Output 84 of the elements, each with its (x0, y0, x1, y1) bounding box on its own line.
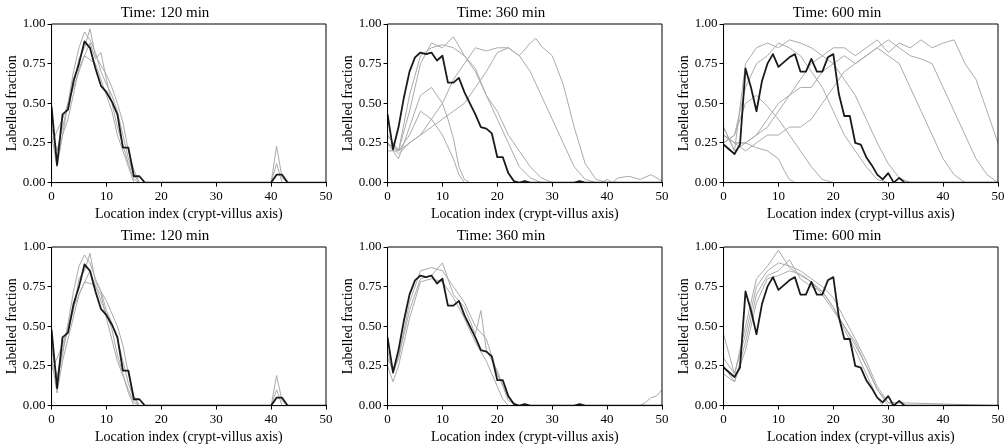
y-tick-label: 0.75 (22, 278, 46, 294)
x-tick-label: 40 (936, 187, 950, 203)
y-tick-label: 0.25 (694, 357, 718, 373)
y-tick-label: 0.00 (694, 397, 718, 413)
y-tick-label: 0.00 (22, 174, 46, 190)
x-tick-label: 50 (319, 410, 333, 426)
x-axis-title: Location index (crypt-villus axis) (430, 429, 619, 446)
y-tick-label: 0.75 (694, 278, 718, 294)
x-tick-label: 40 (936, 410, 950, 426)
x-tick-label: 30 (209, 187, 223, 203)
x-tick-label: 10 (99, 187, 113, 203)
y-tick-label: 0.00 (358, 397, 382, 413)
x-tick-label: 0 (384, 410, 391, 426)
x-tick-label: 30 (209, 410, 223, 426)
x-tick-label: 10 (99, 410, 113, 426)
y-tick-label: 1.00 (694, 15, 718, 31)
x-tick-label: 40 (600, 410, 614, 426)
x-tick-label: 0 (720, 410, 727, 426)
y-tick-label: 1.00 (358, 238, 382, 254)
x-tick-label: 40 (264, 410, 278, 426)
y-tick-label: 0.25 (358, 357, 382, 373)
y-tick-label: 0.25 (22, 134, 46, 150)
y-tick-label: 0.75 (358, 55, 382, 71)
x-tick-label: 20 (826, 187, 840, 203)
y-axis-title: Labelled fraction (4, 55, 20, 152)
x-tick-label: 0 (48, 410, 55, 426)
y-tick-label: 0.25 (358, 134, 382, 150)
x-tick-label: 50 (319, 187, 333, 203)
x-tick-label: 40 (264, 187, 278, 203)
x-tick-label: 0 (384, 187, 391, 203)
y-tick-label: 0.00 (694, 174, 718, 190)
chart-title: Time: 360 min (456, 226, 546, 243)
chart-title: Time: 120 min (120, 226, 210, 243)
x-tick-label: 50 (991, 187, 1005, 203)
y-tick-label: 1.00 (694, 238, 718, 254)
x-tick-label: 20 (490, 187, 504, 203)
x-tick-label: 20 (826, 410, 840, 426)
x-tick-label: 20 (154, 187, 168, 203)
x-axis-title: Location index (crypt-villus axis) (766, 429, 955, 446)
y-axis-title: Labelled fraction (340, 55, 356, 152)
y-axis-title: Labelled fraction (340, 278, 356, 375)
y-tick-label: 0.00 (358, 174, 382, 190)
x-tick-label: 30 (545, 187, 559, 203)
x-tick-label: 20 (490, 410, 504, 426)
y-tick-label: 0.50 (22, 317, 46, 333)
y-axis-title: Labelled fraction (4, 278, 20, 375)
y-tick-label: 1.00 (358, 15, 382, 31)
x-tick-label: 20 (154, 410, 168, 426)
y-tick-label: 0.25 (694, 134, 718, 150)
y-tick-label: 0.50 (694, 94, 718, 110)
y-axis-title: Labelled fraction (676, 278, 692, 375)
y-tick-label: 1.00 (22, 15, 46, 31)
y-tick-label: 0.50 (358, 94, 382, 110)
x-tick-label: 10 (435, 410, 449, 426)
y-tick-label: 0.25 (22, 357, 46, 373)
y-tick-label: 0.50 (358, 317, 382, 333)
x-tick-label: 40 (600, 187, 614, 203)
y-axis-title: Labelled fraction (676, 55, 692, 152)
x-tick-label: 50 (991, 410, 1005, 426)
x-axis-title: Location index (crypt-villus axis) (766, 206, 955, 223)
y-tick-label: 0.50 (694, 317, 718, 333)
x-axis-title: Location index (crypt-villus axis) (94, 429, 283, 446)
y-tick-label: 0.75 (22, 55, 46, 71)
x-tick-label: 0 (720, 187, 727, 203)
chart-title: Time: 360 min (456, 3, 546, 20)
x-tick-label: 10 (771, 410, 785, 426)
chart-title: Time: 120 min (120, 3, 210, 20)
x-tick-label: 0 (48, 187, 55, 203)
x-tick-label: 50 (655, 410, 669, 426)
chart-title: Time: 600 min (792, 3, 882, 20)
x-axis-title: Location index (crypt-villus axis) (94, 206, 283, 223)
x-tick-label: 30 (881, 187, 895, 203)
x-tick-label: 30 (545, 410, 559, 426)
x-tick-label: 30 (881, 410, 895, 426)
x-axis-title: Location index (crypt-villus axis) (430, 206, 619, 223)
y-tick-label: 0.75 (694, 55, 718, 71)
x-tick-label: 10 (435, 187, 449, 203)
x-tick-label: 10 (771, 187, 785, 203)
y-tick-label: 0.75 (358, 278, 382, 294)
y-tick-label: 0.00 (22, 397, 46, 413)
x-tick-label: 50 (655, 187, 669, 203)
y-tick-label: 0.50 (22, 94, 46, 110)
chart-title: Time: 600 min (792, 226, 882, 243)
y-tick-label: 1.00 (22, 238, 46, 254)
